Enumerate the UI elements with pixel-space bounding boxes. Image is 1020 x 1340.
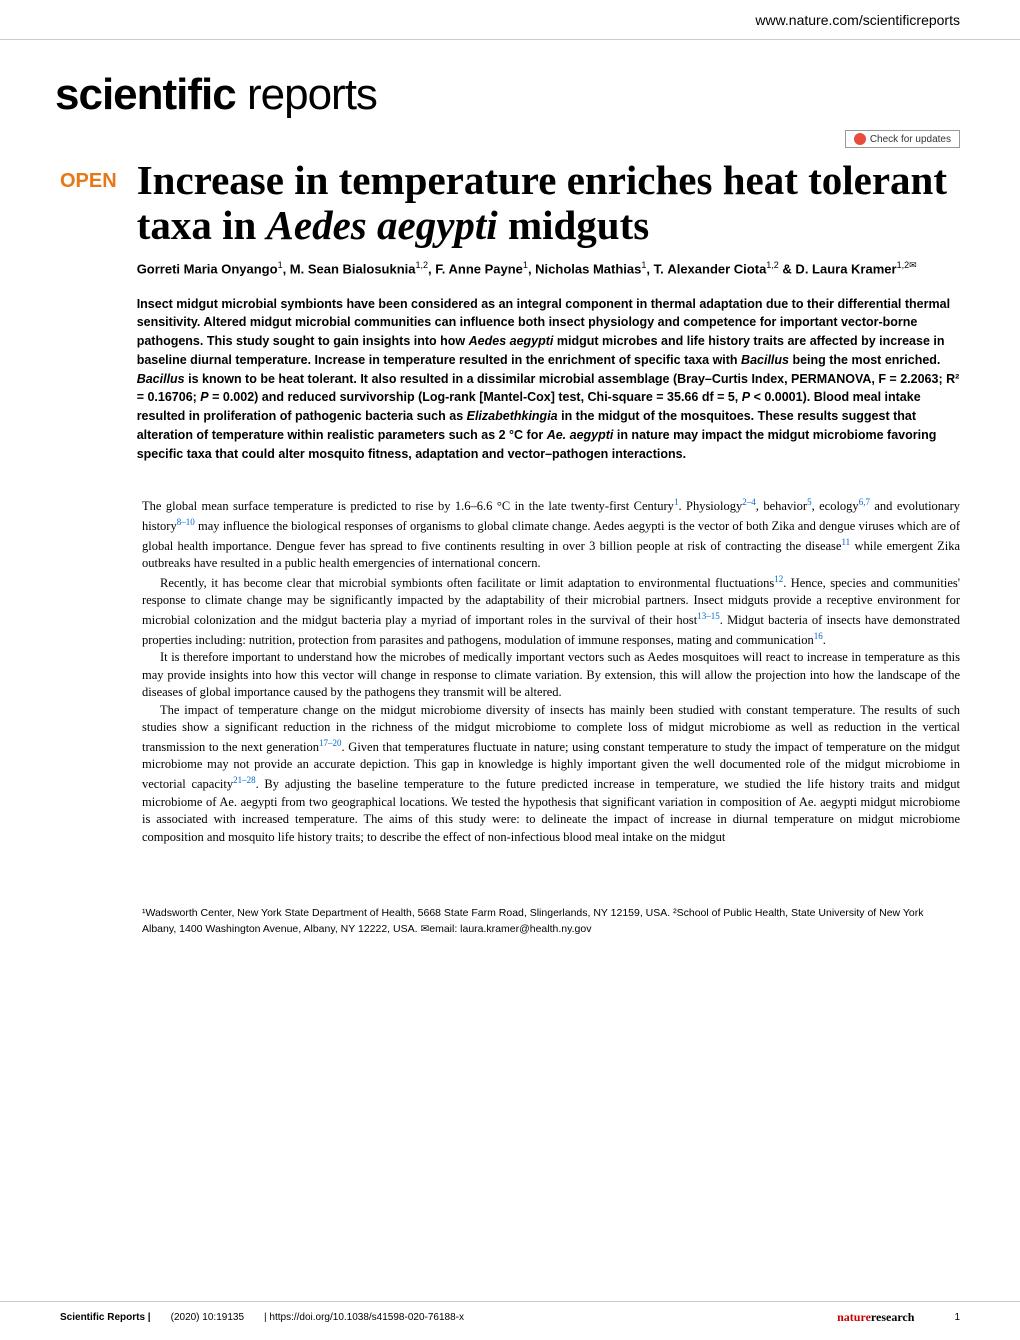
abstract: Insect midgut microbial symbionts have b… bbox=[137, 295, 960, 464]
ref-link[interactable]: 17–20 bbox=[319, 738, 342, 748]
logo-row: scientific reports bbox=[0, 40, 1020, 130]
ref-link[interactable]: 6,7 bbox=[859, 497, 870, 507]
check-updates-button[interactable]: Check for updates bbox=[845, 130, 960, 148]
paragraph-3: It is therefore important to understand … bbox=[142, 649, 960, 702]
ref-link[interactable]: 12 bbox=[774, 574, 783, 584]
open-access-badge: OPEN bbox=[60, 170, 117, 491]
paragraph-4: The impact of temperature change on the … bbox=[142, 702, 960, 846]
title-block: OPEN Increase in temperature enriches he… bbox=[60, 158, 960, 491]
header-bar: www.nature.com/scientificreports bbox=[0, 0, 1020, 40]
logo-bold: scientific bbox=[55, 70, 236, 119]
body-text: The global mean surface temperature is p… bbox=[142, 496, 960, 846]
ref-link[interactable]: 11 bbox=[841, 537, 850, 547]
ref-link[interactable]: 16 bbox=[814, 631, 823, 641]
affiliations: ¹Wadsworth Center, New York State Depart… bbox=[142, 876, 960, 938]
paragraph-2: Recently, it has become clear that micro… bbox=[142, 573, 960, 649]
ref-link[interactable]: 2–4 bbox=[742, 497, 756, 507]
ref-link[interactable]: 8–10 bbox=[177, 517, 195, 527]
body-content: The global mean surface temperature is p… bbox=[142, 496, 960, 937]
title-content: Increase in temperature enriches heat to… bbox=[137, 158, 960, 491]
article-container: OPEN Increase in temperature enriches he… bbox=[0, 158, 1020, 938]
updates-row: Check for updates bbox=[0, 130, 1020, 148]
footer-left: Scientific Reports | (2020) 10:19135 | h… bbox=[60, 1312, 464, 1323]
publisher-logo: natureresearch bbox=[837, 1310, 914, 1325]
footer-journal: Scientific Reports | bbox=[60, 1312, 151, 1323]
footer-citation: (2020) 10:19135 bbox=[171, 1312, 244, 1323]
updates-icon bbox=[854, 133, 866, 145]
paragraph-1: The global mean surface temperature is p… bbox=[142, 496, 960, 572]
footer-doi[interactable]: | https://doi.org/10.1038/s41598-020-761… bbox=[264, 1312, 464, 1323]
footer: Scientific Reports | (2020) 10:19135 | h… bbox=[0, 1301, 1020, 1325]
article-title: Increase in temperature enriches heat to… bbox=[137, 158, 960, 248]
page-number: 1 bbox=[954, 1312, 960, 1323]
header-url[interactable]: www.nature.com/scientificreports bbox=[755, 12, 960, 28]
ref-link[interactable]: 21–28 bbox=[233, 775, 256, 785]
journal-logo: scientific reports bbox=[55, 70, 965, 120]
check-updates-label: Check for updates bbox=[870, 134, 951, 145]
ref-link[interactable]: 13–15 bbox=[697, 611, 720, 621]
authors-list: Gorreti Maria Onyango1, M. Sean Bialosuk… bbox=[137, 260, 960, 276]
footer-right: natureresearch 1 bbox=[837, 1310, 960, 1325]
logo-light: reports bbox=[236, 70, 377, 119]
